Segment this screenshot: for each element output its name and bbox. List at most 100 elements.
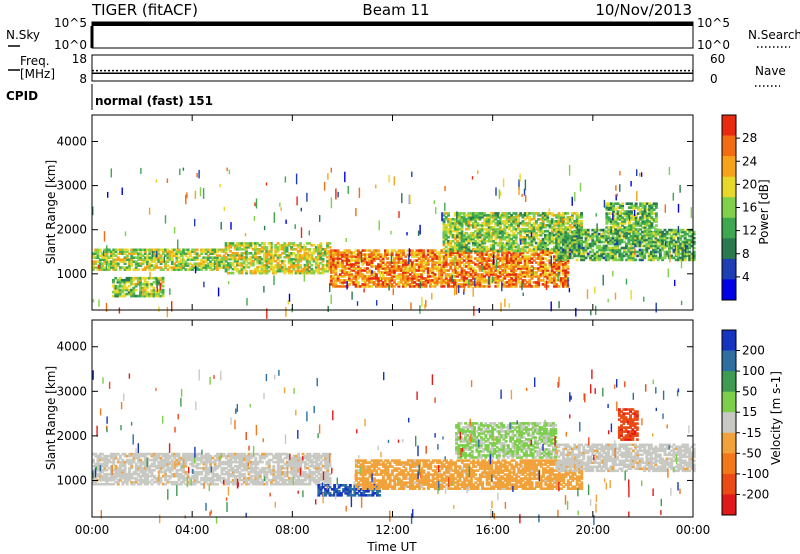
- power-cell-0-270: [166, 248, 170, 252]
- power-cell-4-3425: [564, 218, 568, 221]
- power-cell-4-2683: [451, 247, 455, 251]
- power-cell-4-2700: [453, 233, 457, 237]
- power-cell-5-3749: [598, 246, 601, 250]
- power-cell-0-449: [218, 262, 222, 265]
- power-cell-1-512: [125, 292, 129, 296]
- power-cell-3-2011: [467, 253, 471, 256]
- power-cell-0-25: [98, 264, 102, 267]
- power-cell-5-4038: [654, 250, 658, 254]
- power-cell-0-466: [222, 254, 226, 257]
- power-cell-0-14: [94, 248, 98, 252]
- power-cell-0-333: [184, 254, 188, 257]
- power-cell-3-2438: [537, 257, 541, 260]
- power-cell-4-3323: [550, 249, 554, 253]
- power-cell-1-554: [139, 288, 142, 292]
- power-cell-2-1065: [312, 269, 316, 273]
- power-cell-3-2187: [496, 261, 500, 264]
- power-cell-3-2091: [480, 253, 484, 256]
- power-cell-4-2879: [478, 214, 482, 217]
- power-cell-4-3271: [541, 241, 545, 245]
- power-cell-3-2447: [539, 263, 543, 266]
- power-cell-3-1756: [426, 261, 430, 264]
- power-cell-6-4471: [648, 214, 652, 217]
- power-cell-2-962: [290, 252, 293, 255]
- power-cell-3-1487: [384, 271, 387, 274]
- power-cell-3-1912: [451, 253, 455, 256]
- power-cell-0-253: [161, 250, 165, 253]
- power-cell-2-1126: [326, 269, 329, 273]
- power-cell-5-3861: [618, 238, 622, 242]
- power-cell-2-976: [294, 269, 298, 273]
- power-speckle-63: [390, 230, 392, 235]
- power-cell-3-1178: [332, 255, 335, 258]
- power-cell-3-2295: [514, 281, 518, 284]
- power-cell-4-2991: [496, 231, 500, 235]
- power-cell-3-2020: [469, 269, 473, 272]
- power-cell-5-3525: [555, 258, 559, 262]
- power-cell-2-745: [245, 246, 248, 249]
- power-cell-3-1199: [336, 279, 340, 282]
- power-cell-0-332: [184, 260, 188, 263]
- power-cell-4-3267: [539, 218, 543, 221]
- power-cell-3-1940: [456, 253, 459, 256]
- power-cell-1-564: [141, 282, 145, 286]
- power-cell-6-4458: [645, 216, 649, 219]
- power-cell-5-3910: [629, 252, 633, 256]
- velocity-cell-0-126: [114, 454, 118, 458]
- power-cell-4-3407: [562, 227, 565, 231]
- power-cell-2-1069: [312, 250, 316, 253]
- power-cell-0-328: [182, 248, 185, 252]
- power-cell-4-3010: [498, 227, 502, 231]
- power-cell-5-4219: [688, 240, 692, 244]
- power-cell-3-1546: [393, 259, 396, 262]
- power-cell-5-3569: [562, 240, 565, 244]
- power-cell-0-80: [112, 258, 116, 261]
- power-cell-3-1842: [440, 265, 444, 268]
- power-cell-5-3873: [620, 234, 624, 238]
- power-cell-2-996: [296, 250, 300, 253]
- power-cell-3-1650: [411, 279, 414, 282]
- power-cell-4-3183: [526, 222, 529, 225]
- power-cell-4-2748: [460, 239, 464, 243]
- power-cell-3-1540: [393, 271, 396, 274]
- power-cell-3-1906: [451, 271, 455, 274]
- power-cell-3-1699: [417, 261, 421, 264]
- power-cell-6-4450: [643, 202, 647, 205]
- power-cell-5-4016: [649, 246, 653, 250]
- power-cell-0-343: [186, 248, 190, 252]
- power-cell-5-4063: [658, 248, 662, 252]
- nave-tick-bottom: 0: [710, 72, 718, 86]
- power-cell-3-2425: [535, 257, 538, 260]
- power-cell-0-351: [191, 268, 195, 271]
- power-cell-1-611: [157, 290, 160, 294]
- power-cell-3-1480: [381, 257, 385, 260]
- power-cell-4-2641: [444, 241, 448, 245]
- power-cell-6-4494: [652, 208, 656, 211]
- power-cell-1-479: [114, 284, 118, 288]
- power-cell-4-2937: [487, 222, 491, 225]
- power-cell-2-808: [258, 244, 262, 247]
- power-cell-5-4217: [688, 244, 692, 248]
- power-cell-3-1872: [444, 255, 448, 258]
- power-cell-3-1152: [329, 277, 333, 280]
- power-cell-2-1118: [321, 248, 325, 251]
- power-cell-3-2262: [510, 279, 514, 282]
- power-speckle-34: [392, 288, 394, 295]
- power-cell-0-238: [157, 252, 161, 255]
- power-cell-5-3985: [643, 234, 647, 238]
- power-cell-3-2142: [489, 273, 493, 276]
- power-cell-0-234: [157, 260, 161, 263]
- power-cell-3-1688: [415, 251, 419, 254]
- power-cell-1-526: [130, 292, 133, 296]
- power-cell-5-4027: [652, 254, 656, 258]
- power-cell-0-450: [218, 260, 222, 263]
- power-cell-3-1230: [341, 269, 345, 272]
- power-cell-3-1256: [345, 273, 349, 276]
- power-cell-4-3351: [553, 214, 556, 217]
- power-speckle-157: [323, 181, 326, 191]
- power-cell-6-4485: [650, 210, 654, 213]
- power-cell-3-2484: [546, 275, 550, 278]
- power-speckle-197: [421, 297, 423, 307]
- power-cell-0-397: [204, 264, 208, 267]
